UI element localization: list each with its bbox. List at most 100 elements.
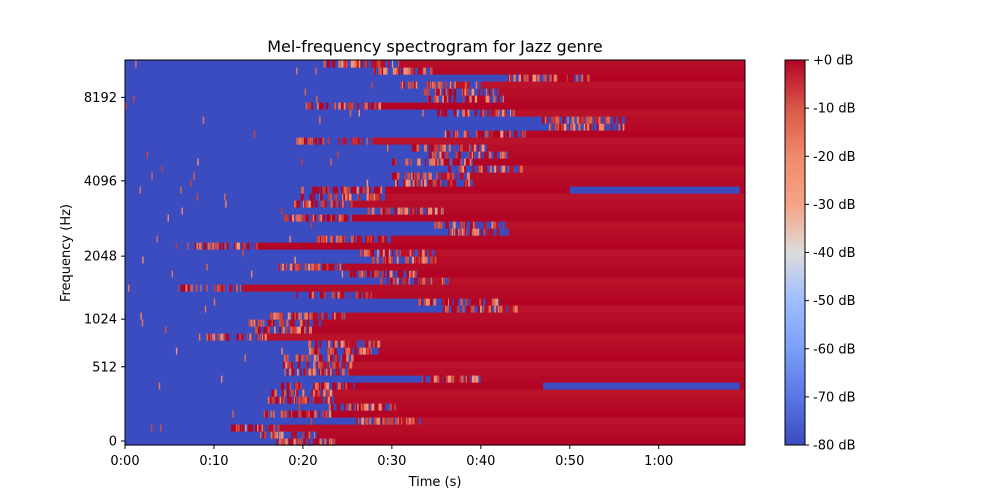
band-texture bbox=[434, 158, 438, 166]
band-texture bbox=[329, 347, 333, 355]
band-quiet-region bbox=[125, 179, 437, 187]
band-texture bbox=[325, 382, 330, 390]
band-texture bbox=[240, 284, 242, 292]
band-texture bbox=[366, 347, 370, 355]
band-texture bbox=[352, 347, 354, 355]
band-texture bbox=[357, 186, 361, 194]
band-texture bbox=[327, 340, 331, 348]
band-texture bbox=[308, 291, 312, 299]
band-texture bbox=[308, 326, 313, 334]
band-texture bbox=[363, 270, 366, 278]
band-texture bbox=[334, 361, 337, 369]
band-texture bbox=[556, 116, 559, 124]
x-tick-label: 0:50 bbox=[555, 454, 584, 469]
band-texture bbox=[429, 256, 434, 264]
band-texture bbox=[338, 235, 342, 243]
band-texture bbox=[349, 403, 352, 411]
band-loud-region bbox=[347, 347, 745, 355]
band-texture bbox=[338, 102, 342, 110]
band-texture bbox=[362, 186, 365, 194]
band-texture bbox=[390, 256, 393, 264]
band-texture bbox=[175, 347, 178, 355]
band-texture bbox=[443, 305, 445, 313]
band-texture bbox=[464, 179, 468, 187]
band-texture bbox=[339, 263, 341, 271]
band-texture bbox=[297, 326, 301, 334]
band-quiet-region bbox=[125, 235, 357, 243]
band-texture bbox=[125, 102, 127, 110]
band-texture bbox=[476, 88, 479, 96]
band-texture bbox=[608, 123, 611, 131]
band-texture bbox=[362, 102, 364, 110]
band-texture bbox=[346, 354, 349, 362]
band-texture bbox=[479, 305, 482, 313]
band-texture bbox=[472, 228, 474, 236]
band-texture bbox=[438, 151, 440, 159]
band-texture bbox=[428, 67, 430, 75]
band-texture bbox=[470, 151, 473, 159]
band-texture bbox=[467, 130, 469, 138]
band-texture bbox=[167, 214, 169, 222]
band-texture bbox=[330, 158, 332, 166]
band-texture bbox=[418, 158, 421, 166]
band-texture bbox=[231, 424, 234, 432]
band-texture bbox=[285, 361, 288, 369]
band-texture bbox=[385, 270, 388, 278]
band-texture bbox=[318, 382, 320, 390]
band-loud-region bbox=[365, 60, 745, 68]
band-loud-region bbox=[320, 214, 745, 222]
band-texture bbox=[554, 123, 557, 131]
band-texture bbox=[309, 312, 311, 320]
band-texture bbox=[334, 263, 337, 271]
band-texture bbox=[351, 193, 354, 201]
band-texture bbox=[373, 193, 376, 201]
band-texture bbox=[513, 165, 517, 173]
band-texture bbox=[318, 137, 322, 145]
band-texture bbox=[508, 109, 511, 117]
band-texture bbox=[481, 130, 484, 138]
band-texture bbox=[191, 284, 193, 292]
band-quiet-region bbox=[125, 382, 321, 390]
band-texture bbox=[445, 221, 449, 229]
band-quiet-run bbox=[569, 186, 740, 194]
band-texture bbox=[314, 340, 317, 348]
band-texture bbox=[294, 396, 297, 404]
band-texture bbox=[506, 305, 509, 313]
band-texture bbox=[495, 228, 497, 236]
band-texture bbox=[295, 200, 299, 208]
band-texture bbox=[411, 81, 414, 89]
band-texture bbox=[356, 403, 358, 411]
band-loud-region bbox=[320, 361, 745, 369]
band-texture bbox=[239, 242, 242, 250]
band-texture bbox=[472, 81, 476, 89]
band-texture bbox=[302, 431, 304, 439]
band-texture bbox=[318, 319, 322, 327]
band-texture bbox=[464, 88, 468, 96]
band-texture bbox=[361, 270, 364, 278]
band-texture bbox=[299, 431, 303, 439]
band-texture bbox=[303, 137, 307, 145]
band-loud-region bbox=[320, 368, 745, 376]
band-texture bbox=[292, 312, 295, 320]
band-loud-region bbox=[436, 172, 745, 180]
band-texture bbox=[350, 60, 353, 68]
band-texture bbox=[484, 305, 486, 313]
band-quiet-region bbox=[125, 228, 486, 236]
band-texture bbox=[429, 298, 433, 306]
band-texture bbox=[378, 60, 381, 68]
band-texture bbox=[320, 438, 324, 446]
band-texture bbox=[446, 130, 450, 138]
band-texture bbox=[381, 270, 384, 278]
band-texture bbox=[510, 109, 512, 117]
band-texture bbox=[194, 242, 197, 250]
band-quiet-region bbox=[125, 368, 321, 376]
band-texture bbox=[326, 263, 329, 271]
band-texture bbox=[459, 179, 462, 187]
band-texture bbox=[279, 431, 281, 439]
band-texture bbox=[506, 109, 510, 117]
band-texture bbox=[371, 193, 376, 201]
band-loud-region bbox=[311, 263, 745, 271]
band-texture bbox=[193, 172, 195, 180]
x-tick-label: 1:00 bbox=[644, 454, 673, 469]
band-texture bbox=[526, 74, 528, 82]
